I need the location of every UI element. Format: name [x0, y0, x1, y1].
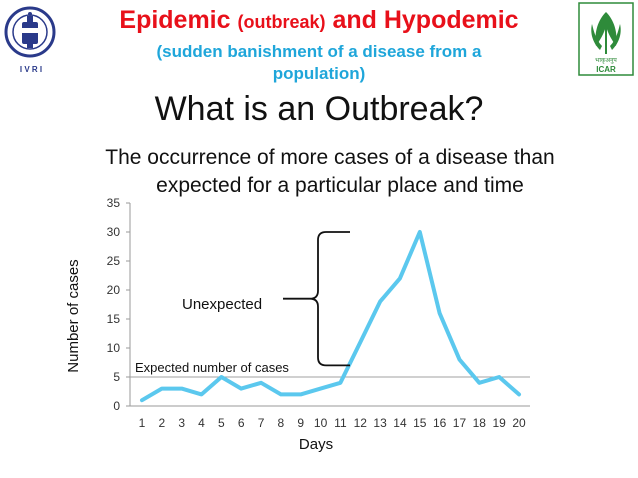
ivri-logo-text: I V R I: [20, 65, 42, 74]
x-tick-label: 2: [158, 416, 165, 430]
y-tick-label: 35: [107, 196, 121, 210]
data-point: [180, 387, 184, 391]
x-tick-labels: 1 2 3 4 5 6 7 8 9 10 11 12 13 14 15 16 17 18 19 20: [139, 416, 526, 430]
title-hypodemic: and Hypodemic: [325, 6, 519, 34]
x-tick-label: 14: [393, 416, 407, 430]
annotation-unexpected: Unexpected: [182, 296, 262, 313]
data-point: [378, 300, 382, 304]
series-line: [140, 230, 521, 403]
icar-hindi-text: भाकृअनुप: [595, 58, 617, 64]
data-point: [239, 387, 243, 391]
y-tick-label: 5: [113, 370, 120, 384]
x-tick-label: 7: [258, 416, 265, 430]
x-tick-label: 13: [373, 416, 387, 430]
y-tick-labels: 0 5 10 15 20 25 30 35: [107, 196, 121, 413]
data-point: [338, 381, 342, 385]
data-point: [219, 375, 223, 379]
data-point: [497, 375, 501, 379]
y-tick-label: 30: [107, 225, 121, 239]
title-epidemic: Epidemic: [119, 6, 238, 34]
icar-logo-text: ICAR: [596, 65, 616, 74]
y-tick-label: 15: [107, 312, 121, 326]
data-point: [279, 392, 283, 396]
data-point: [457, 358, 461, 362]
x-tick-label: 10: [314, 416, 328, 430]
x-tick-label: 19: [492, 416, 506, 430]
x-tick-label: 16: [433, 416, 447, 430]
x-tick-label: 12: [354, 416, 368, 430]
data-point: [299, 392, 303, 396]
subtitle-line-1: (sudden banishment of a disease from a: [156, 42, 482, 61]
x-tick-label: 20: [512, 416, 526, 430]
data-point: [319, 387, 323, 391]
cases-line: [140, 230, 521, 403]
ivri-logo: I V R I: [4, 6, 56, 74]
icar-logo: भाकृअनुप ICAR: [578, 2, 634, 76]
subtitle-line-2: population): [272, 64, 366, 83]
data-point: [358, 340, 362, 344]
data-point: [418, 230, 422, 234]
y-tick-label: 0: [113, 399, 120, 413]
data-point: [140, 398, 144, 402]
x-tick-label: 11: [334, 416, 347, 430]
data-point: [200, 392, 204, 396]
x-tick-label: 9: [297, 416, 304, 430]
x-tick-label: 1: [139, 416, 146, 430]
title-outbreak: (outbreak): [237, 12, 326, 32]
section-heading: What is an Outbreak?: [154, 90, 484, 128]
x-tick-label: 8: [278, 416, 285, 430]
x-tick-label: 17: [453, 416, 467, 430]
y-tick-label: 20: [107, 283, 121, 297]
data-point: [160, 387, 164, 391]
x-tick-label: 4: [198, 416, 205, 430]
data-point: [398, 276, 402, 280]
annotation-expected: Expected number of cases: [135, 360, 289, 375]
unexpected-brace: [309, 231, 350, 367]
y-tick-label: 10: [107, 341, 121, 355]
y-axis-label: Number of cases: [65, 259, 82, 372]
data-point: [438, 311, 442, 315]
y-tick-label: 25: [107, 254, 121, 268]
data-point: [517, 392, 521, 396]
x-axis-label: Days: [299, 436, 333, 453]
chart-annotations: [283, 231, 350, 367]
x-tick-label: 15: [413, 416, 427, 430]
x-tick-label: 3: [178, 416, 185, 430]
x-tick-label: 6: [238, 416, 245, 430]
chart-axes: [126, 202, 530, 407]
description-line-2: expected for a particular place and time: [156, 174, 524, 197]
data-point: [477, 381, 481, 385]
slide-title: Epidemic (outbreak) and Hypodemic: [60, 6, 578, 35]
description-line-1: The occurrence of more cases of a diseas…: [105, 146, 555, 169]
x-tick-label: 18: [473, 416, 487, 430]
x-tick-label: 5: [218, 416, 225, 430]
data-point: [259, 381, 263, 385]
